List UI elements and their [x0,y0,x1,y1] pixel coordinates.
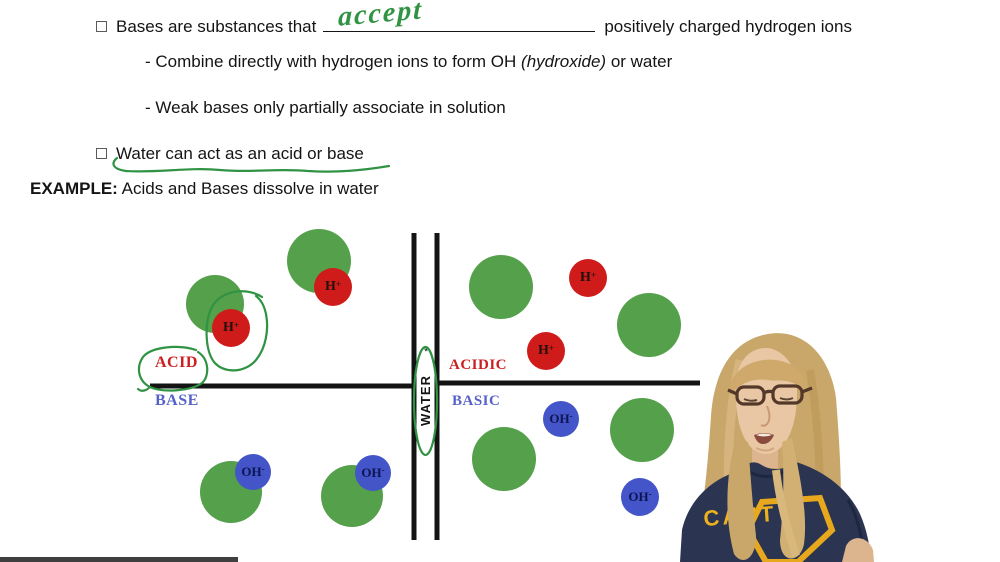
right-eye [779,397,794,401]
hair-front-left [727,438,756,560]
hydrogen-ion: H + [527,332,565,370]
bullet-bases-line: Bases are substances that positively char… [96,17,852,37]
molecule [472,427,536,491]
hydroxide-ion-symbol: OH [628,489,649,504]
green-underline-stroke [112,156,391,173]
molecule [617,293,681,357]
acidic-label: ACIDIC [449,357,508,373]
hydroxide-ion-symbol: OH [241,464,262,479]
water-line-text: Water can act as an acid or base [116,144,364,163]
hydrogen-ion-symbol: H [222,320,234,335]
arm [842,538,874,562]
hydrogen-ion: H + [212,309,250,347]
hydrogen-ion-symbol: H [579,270,591,285]
glasses-left-lens [735,385,766,406]
circle-around-acid-label [136,345,209,392]
sub-bullet-weak-bases: - Weak bases only partially associate in… [145,98,506,117]
molecule [610,398,674,462]
acid-label: ACID [155,354,198,371]
glasses-bridge [763,389,774,395]
bangs [729,359,808,396]
molecule [469,255,533,319]
bullet-square-icon [96,21,107,32]
example-text: Acids and Bases dissolve in water [117,179,379,198]
example-label: EXAMPLE: [30,179,118,198]
basic-label: BASIC [452,393,501,409]
webcam-person: CAUT [680,333,874,562]
hair-strand [772,469,800,558]
circle-around-h-ion [205,290,269,372]
nose [760,405,771,427]
hydroxide-ion: OH - [355,455,391,491]
video-progress-bar[interactable] [0,557,238,562]
combine-text-pre: - Combine directly with hydrogen ions to… [145,52,522,71]
bases-line-pre: Bases are substances that [116,17,317,36]
bullet-square-icon [96,148,107,159]
hydrogen-ion-symbol: H [537,343,549,358]
hydrogen-ion: H + [569,259,607,297]
hydroxide-ion: OH - [235,454,271,490]
glasses-left-arm [727,388,738,396]
hydroxide-ion: OH - [543,401,579,437]
bullet-water-line: Water can act as an acid or base [96,144,364,164]
fill-in-blank-line [323,27,596,32]
chin-shadow [755,447,775,452]
hydroxide-italic: (hydroxide) [521,52,607,71]
sub-bullet-combine: - Combine directly with hydrogen ions to… [145,52,672,72]
hydroxide-ion: OH - [621,478,659,516]
glasses [727,384,813,406]
water-footnote-mark: * [424,346,429,358]
glasses-right-arm [801,386,813,394]
ellipse-around-water-label [412,345,439,457]
left-eye [743,398,758,402]
glasses-right-lens [771,384,804,405]
teeth [756,433,772,437]
example-line: EXAMPLE: Acids and Bases dissolve in wat… [30,179,379,199]
hydrogen-ion: H + [314,268,352,306]
hydroxide-ion-symbol: OH [549,411,570,426]
bases-line-post: positively charged hydrogen ions [604,17,852,36]
hydrogen-ion-symbol: H [324,279,336,294]
combine-text-post: or water [606,52,673,71]
base-label: BASE [155,392,199,409]
hydroxide-ion-symbol: OH [361,465,382,480]
